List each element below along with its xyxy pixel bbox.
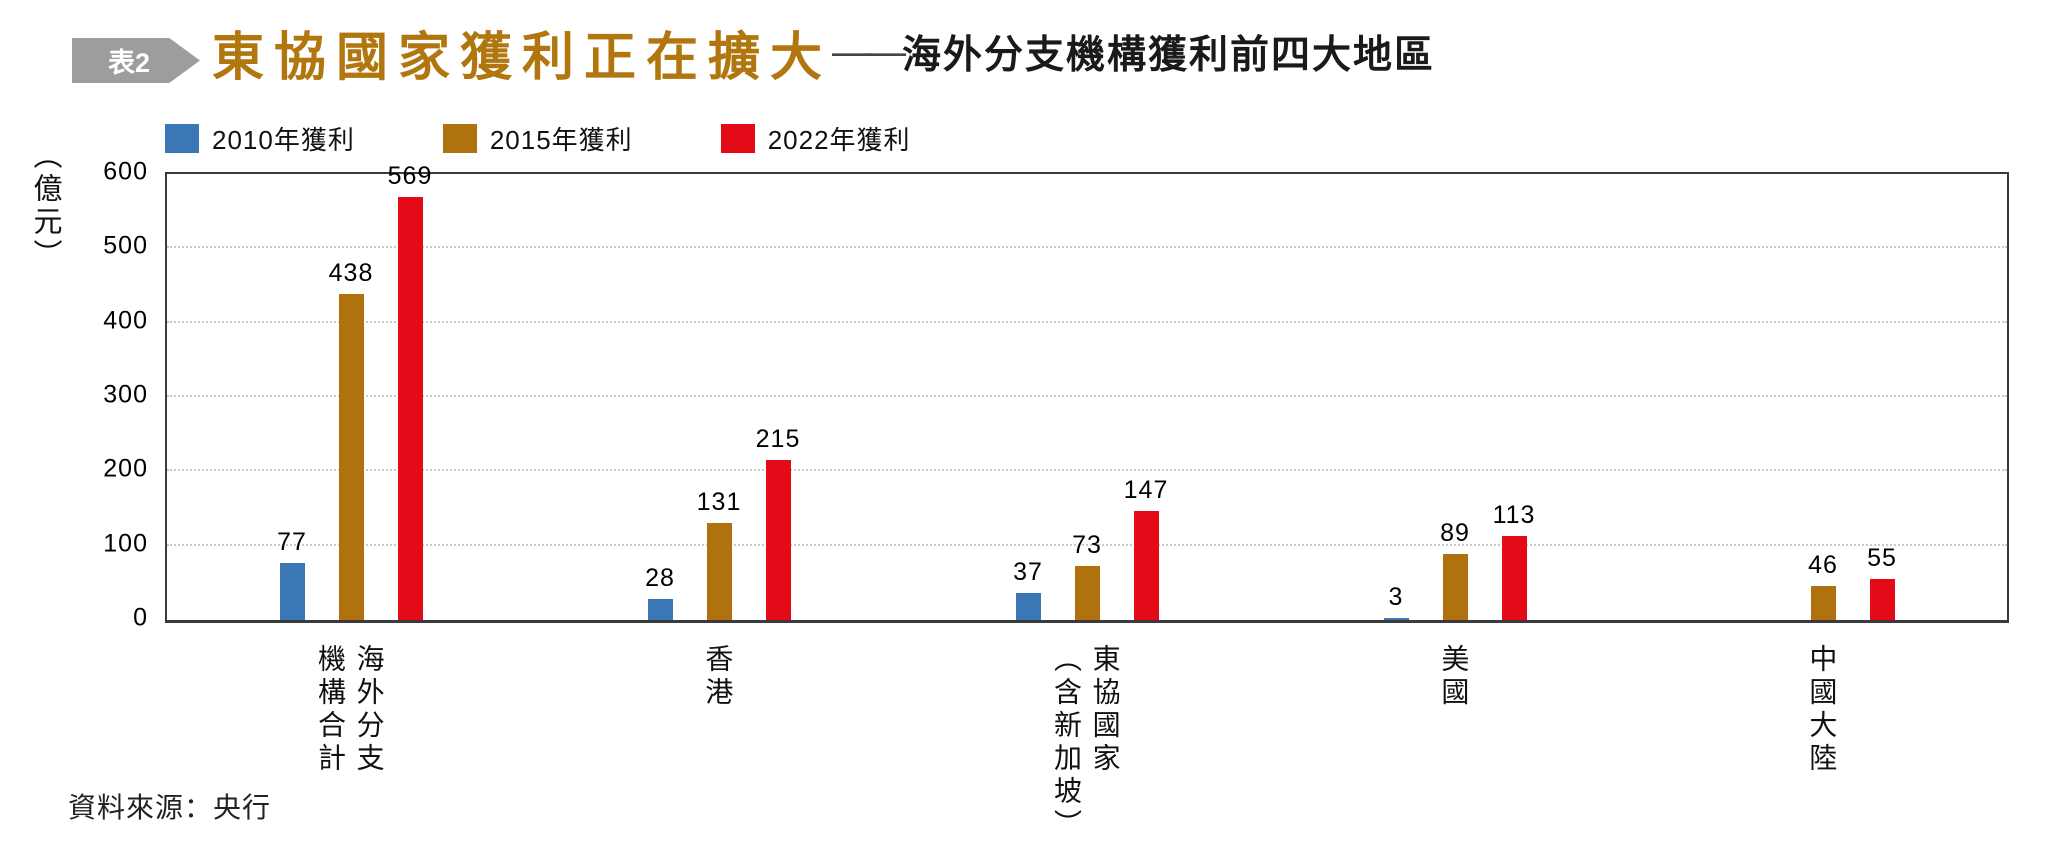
bar-slot: 46 — [1808, 174, 1838, 620]
bar-value-label: 55 — [1867, 544, 1897, 573]
bar — [647, 599, 673, 620]
bar — [397, 197, 423, 620]
gridline — [167, 320, 2007, 323]
bar — [1383, 617, 1409, 620]
plot-area: 77 438 569 28 131 215 37 73 147 3 89 113 46 55 — [165, 162, 2009, 623]
bar-slot: 131 — [697, 174, 740, 620]
bar-value-label: 215 — [755, 425, 801, 454]
bar-slot: 89 — [1440, 174, 1470, 620]
category-label: 香港 — [702, 644, 734, 710]
y-tick-label: 500 — [103, 231, 148, 260]
header: 東協國家獲利正在擴大 —— 海外分支機構獲利前四大地區 — [212, 16, 1435, 88]
legend-swatch — [442, 124, 477, 153]
y-tick-label: 300 — [103, 380, 148, 409]
gridline — [167, 246, 2007, 249]
bar-slot: 73 — [1072, 174, 1102, 620]
bar-value-label: 147 — [1123, 475, 1169, 504]
y-tick-label: 200 — [103, 454, 148, 483]
bar-value-label: 131 — [696, 487, 742, 516]
bar-group: 3 89 113 — [1383, 174, 1534, 620]
legend: 2010年獲利 2015年獲利 2022年獲利 — [165, 120, 911, 157]
category-label: 中國大陸 — [1806, 644, 1838, 776]
x-label-cell: 海外分支 機構合計 — [277, 644, 422, 842]
bar-slot — [1752, 174, 1777, 620]
x-label-cell: 中國大陸 — [1749, 644, 1894, 842]
bar-value-label: 3 — [1388, 582, 1404, 611]
bar-slot: 28 — [645, 174, 675, 620]
y-tick-label: 100 — [103, 529, 148, 558]
legend-swatch — [720, 124, 755, 153]
x-label-cell: 香港 — [645, 644, 790, 842]
bar-value-label: 569 — [387, 162, 433, 191]
bar — [706, 522, 732, 620]
bar — [1810, 585, 1836, 620]
x-label-cell: 東協國家 （含新加坡） — [1013, 644, 1158, 842]
bar-slot: 113 — [1493, 174, 1534, 620]
bar-value-label: 37 — [1013, 557, 1043, 586]
bar-groups: 77 438 569 28 131 215 37 73 147 3 89 113 46 55 — [167, 162, 2007, 620]
y-tick-label: 0 — [133, 603, 148, 632]
bar-slot: 569 — [388, 162, 431, 620]
bar-slot: 37 — [1013, 174, 1043, 620]
figure-title: 東協國家獲利正在擴大 — [212, 26, 833, 88]
legend-item: 2010年獲利 — [165, 120, 355, 157]
bar-group: 77 438 569 — [277, 162, 431, 620]
title-dash: —— — [832, 29, 906, 74]
bar — [1133, 510, 1159, 620]
legend-label: 2022年獲利 — [767, 125, 911, 155]
x-label-cell: 美國 — [1381, 644, 1526, 842]
category-label: 美國 — [1438, 644, 1470, 710]
bar-value-label: 73 — [1072, 530, 1102, 559]
bar-slot: 77 — [277, 174, 307, 620]
bar-slot: 215 — [756, 174, 799, 620]
y-axis-unit-label: （億元） — [29, 140, 61, 272]
bar-group: 28 131 215 — [645, 174, 799, 620]
legend-swatch — [165, 124, 199, 153]
bar-slot: 3 — [1383, 174, 1409, 620]
bar — [765, 460, 791, 620]
bar — [1869, 579, 1895, 620]
bar — [279, 562, 305, 620]
table-number-badge: 表2 — [72, 38, 200, 83]
bar-value-label: 438 — [328, 259, 374, 288]
category-label: 東協國家 （含新加坡） — [1051, 644, 1121, 842]
bar-value-label: 113 — [1492, 501, 1536, 530]
legend-item: 2015年獲利 — [442, 120, 633, 157]
category-label: 海外分支 機構合計 — [315, 644, 385, 776]
gridline — [167, 469, 2007, 472]
y-tick-label: 600 — [103, 157, 148, 186]
bar — [1074, 565, 1100, 620]
legend-item: 2022年獲利 — [720, 120, 911, 157]
bar-slot: 55 — [1867, 174, 1897, 620]
legend-label: 2010年獲利 — [212, 125, 355, 155]
bar-group: 46 55 — [1752, 174, 1897, 620]
gridline — [167, 395, 2007, 397]
bar-value-label: 89 — [1440, 518, 1470, 547]
bar-value-label: 77 — [277, 527, 307, 556]
source-note: 資料來源：央行 — [68, 792, 272, 823]
x-axis-labels: 海外分支 機構合計 香港 東協國家 （含新加坡） 美國 中國大陸 — [165, 644, 2005, 842]
bar-value-label: 46 — [1808, 550, 1838, 579]
figure-subtitle: 海外分支機構獲利前四大地區 — [902, 34, 1436, 77]
gridline — [167, 543, 2007, 546]
bar-value-label: 28 — [645, 564, 675, 593]
bar — [1501, 536, 1527, 620]
bar — [1442, 553, 1468, 620]
bar-group: 37 73 147 — [1013, 174, 1167, 620]
bar — [1015, 592, 1041, 620]
bar-slot: 438 — [329, 174, 372, 620]
y-axis-ticks: 0 100 200 300 400 500 600 — [0, 158, 148, 632]
legend-label: 2015年獲利 — [489, 125, 633, 155]
bar — [338, 294, 364, 620]
y-tick-label: 400 — [103, 306, 148, 335]
bar-slot: 147 — [1124, 174, 1167, 620]
